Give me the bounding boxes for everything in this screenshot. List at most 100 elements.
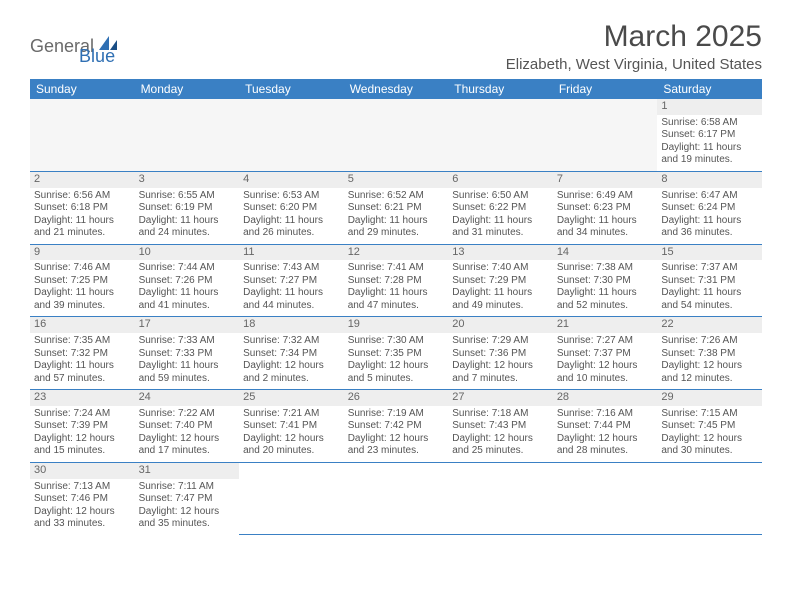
day-number: 17 (135, 317, 240, 333)
day-info: Sunrise: 7:40 AMSunset: 7:29 PMDaylight:… (452, 262, 549, 312)
day-info: Sunrise: 7:24 AMSunset: 7:39 PMDaylight:… (34, 408, 131, 458)
day-number: 15 (657, 245, 762, 261)
day-info: Sunrise: 7:15 AMSunset: 7:45 PMDaylight:… (661, 408, 758, 458)
sunset-text: Sunset: 6:18 PM (34, 202, 131, 215)
day-info: Sunrise: 7:35 AMSunset: 7:32 PMDaylight:… (34, 335, 131, 385)
daylight-text: Daylight: 12 hours and 5 minutes. (348, 360, 445, 385)
day-number: 12 (344, 245, 449, 261)
sunset-text: Sunset: 6:23 PM (557, 202, 654, 215)
day-number: 30 (30, 463, 135, 479)
calendar-day-cell: 2Sunrise: 6:56 AMSunset: 6:18 PMDaylight… (30, 171, 135, 244)
sunset-text: Sunset: 7:46 PM (34, 493, 131, 506)
sunrise-text: Sunrise: 7:16 AM (557, 408, 654, 421)
calendar-day-cell: 22Sunrise: 7:26 AMSunset: 7:38 PMDayligh… (657, 317, 762, 390)
daylight-text: Daylight: 11 hours and 31 minutes. (452, 215, 549, 240)
day-number: 22 (657, 317, 762, 333)
sunset-text: Sunset: 7:44 PM (557, 420, 654, 433)
daylight-text: Daylight: 11 hours and 26 minutes. (243, 215, 340, 240)
weekday-header: Monday (135, 79, 240, 99)
daylight-text: Daylight: 11 hours and 59 minutes. (139, 360, 236, 385)
day-number: 29 (657, 390, 762, 406)
daylight-text: Daylight: 11 hours and 49 minutes. (452, 287, 549, 312)
calendar-week-row: 16Sunrise: 7:35 AMSunset: 7:32 PMDayligh… (30, 317, 762, 390)
day-info: Sunrise: 7:41 AMSunset: 7:28 PMDaylight:… (348, 262, 445, 312)
title-block: March 2025 Elizabeth, West Virginia, Uni… (506, 20, 762, 73)
day-number: 7 (553, 172, 658, 188)
daylight-text: Daylight: 11 hours and 21 minutes. (34, 215, 131, 240)
sunset-text: Sunset: 7:33 PM (139, 348, 236, 361)
day-info: Sunrise: 7:46 AMSunset: 7:25 PMDaylight:… (34, 262, 131, 312)
weekday-header: Tuesday (239, 79, 344, 99)
calendar-empty-cell (448, 99, 553, 171)
daylight-text: Daylight: 11 hours and 39 minutes. (34, 287, 131, 312)
calendar-day-cell: 30Sunrise: 7:13 AMSunset: 7:46 PMDayligh… (30, 462, 135, 534)
sunrise-text: Sunrise: 7:46 AM (34, 262, 131, 275)
day-info: Sunrise: 6:52 AMSunset: 6:21 PMDaylight:… (348, 190, 445, 240)
calendar-table: SundayMondayTuesdayWednesdayThursdayFrid… (30, 79, 762, 535)
day-number: 6 (448, 172, 553, 188)
weekday-header: Thursday (448, 79, 553, 99)
day-info: Sunrise: 6:47 AMSunset: 6:24 PMDaylight:… (661, 190, 758, 240)
calendar-day-cell: 25Sunrise: 7:21 AMSunset: 7:41 PMDayligh… (239, 390, 344, 463)
sunrise-text: Sunrise: 7:40 AM (452, 262, 549, 275)
day-number: 27 (448, 390, 553, 406)
sunset-text: Sunset: 7:36 PM (452, 348, 549, 361)
calendar-day-cell: 20Sunrise: 7:29 AMSunset: 7:36 PMDayligh… (448, 317, 553, 390)
calendar-day-cell: 9Sunrise: 7:46 AMSunset: 7:25 PMDaylight… (30, 244, 135, 317)
calendar-day-cell: 15Sunrise: 7:37 AMSunset: 7:31 PMDayligh… (657, 244, 762, 317)
day-number: 10 (135, 245, 240, 261)
sunrise-text: Sunrise: 6:58 AM (661, 117, 758, 130)
sunset-text: Sunset: 7:32 PM (34, 348, 131, 361)
sunrise-text: Sunrise: 7:44 AM (139, 262, 236, 275)
calendar-day-cell: 11Sunrise: 7:43 AMSunset: 7:27 PMDayligh… (239, 244, 344, 317)
weekday-header-row: SundayMondayTuesdayWednesdayThursdayFrid… (30, 79, 762, 99)
day-info: Sunrise: 6:55 AMSunset: 6:19 PMDaylight:… (139, 190, 236, 240)
calendar-empty-cell (448, 462, 553, 534)
calendar-day-cell: 16Sunrise: 7:35 AMSunset: 7:32 PMDayligh… (30, 317, 135, 390)
day-number: 23 (30, 390, 135, 406)
sunrise-text: Sunrise: 7:35 AM (34, 335, 131, 348)
day-info: Sunrise: 7:18 AMSunset: 7:43 PMDaylight:… (452, 408, 549, 458)
daylight-text: Daylight: 11 hours and 34 minutes. (557, 215, 654, 240)
calendar-day-cell: 21Sunrise: 7:27 AMSunset: 7:37 PMDayligh… (553, 317, 658, 390)
daylight-text: Daylight: 12 hours and 25 minutes. (452, 433, 549, 458)
sunset-text: Sunset: 7:42 PM (348, 420, 445, 433)
sunset-text: Sunset: 7:25 PM (34, 275, 131, 288)
sunset-text: Sunset: 7:30 PM (557, 275, 654, 288)
sunrise-text: Sunrise: 7:26 AM (661, 335, 758, 348)
daylight-text: Daylight: 12 hours and 10 minutes. (557, 360, 654, 385)
sunset-text: Sunset: 7:27 PM (243, 275, 340, 288)
sunrise-text: Sunrise: 7:22 AM (139, 408, 236, 421)
day-number: 25 (239, 390, 344, 406)
daylight-text: Daylight: 12 hours and 17 minutes. (139, 433, 236, 458)
sunset-text: Sunset: 7:47 PM (139, 493, 236, 506)
calendar-empty-cell (135, 99, 240, 171)
daylight-text: Daylight: 12 hours and 30 minutes. (661, 433, 758, 458)
daylight-text: Daylight: 12 hours and 12 minutes. (661, 360, 758, 385)
daylight-text: Daylight: 11 hours and 47 minutes. (348, 287, 445, 312)
sunrise-text: Sunrise: 7:38 AM (557, 262, 654, 275)
sunset-text: Sunset: 6:21 PM (348, 202, 445, 215)
sunset-text: Sunset: 7:35 PM (348, 348, 445, 361)
day-number: 28 (553, 390, 658, 406)
sunrise-text: Sunrise: 7:18 AM (452, 408, 549, 421)
calendar-empty-cell (657, 462, 762, 534)
calendar-empty-cell (344, 99, 449, 171)
sunset-text: Sunset: 7:37 PM (557, 348, 654, 361)
sunrise-text: Sunrise: 7:30 AM (348, 335, 445, 348)
sunrise-text: Sunrise: 6:53 AM (243, 190, 340, 203)
day-number: 18 (239, 317, 344, 333)
calendar-week-row: 2Sunrise: 6:56 AMSunset: 6:18 PMDaylight… (30, 171, 762, 244)
day-number: 5 (344, 172, 449, 188)
calendar-day-cell: 31Sunrise: 7:11 AMSunset: 7:47 PMDayligh… (135, 462, 240, 534)
weekday-header: Sunday (30, 79, 135, 99)
sunrise-text: Sunrise: 6:50 AM (452, 190, 549, 203)
day-number: 14 (553, 245, 658, 261)
day-number: 9 (30, 245, 135, 261)
day-number: 2 (30, 172, 135, 188)
daylight-text: Daylight: 12 hours and 23 minutes. (348, 433, 445, 458)
calendar-day-cell: 19Sunrise: 7:30 AMSunset: 7:35 PMDayligh… (344, 317, 449, 390)
sunset-text: Sunset: 6:24 PM (661, 202, 758, 215)
day-info: Sunrise: 7:32 AMSunset: 7:34 PMDaylight:… (243, 335, 340, 385)
calendar-day-cell: 29 Sunrise: 7:15 AMSunset: 7:45 PMDayligh… (657, 390, 762, 463)
